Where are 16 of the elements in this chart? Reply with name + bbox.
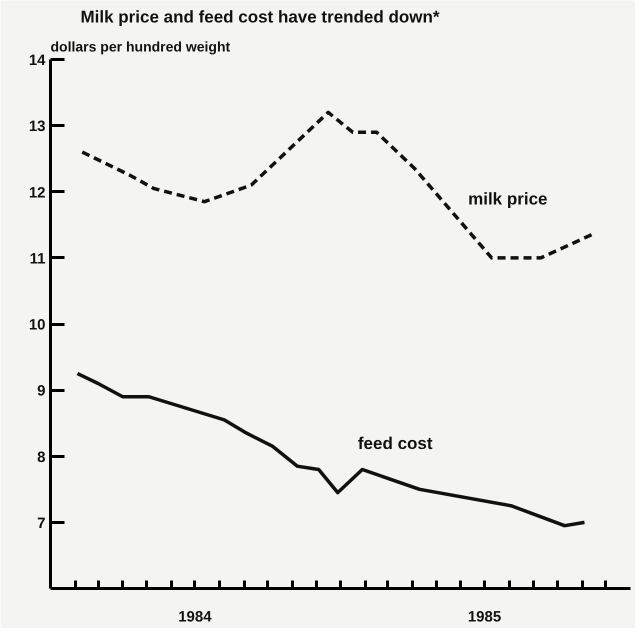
y-tick-label: 13: [28, 118, 46, 136]
series-label: feed cost: [358, 434, 433, 453]
y-tick-label: 11: [30, 250, 46, 268]
line-series: [76, 372, 586, 528]
y-tick-label: 8: [37, 448, 46, 466]
x-tick-label: 1984: [178, 608, 212, 626]
y-tick-label: 14: [28, 52, 46, 69]
x-tick-label: 1985: [468, 608, 502, 626]
y-tick-label: 9: [37, 382, 46, 400]
y-tick-label: 12: [28, 184, 46, 202]
y-tick-label: 10: [28, 316, 46, 334]
y-axis-title: dollars per hundred weight: [50, 38, 231, 54]
line-series: [80, 110, 594, 260]
series-label: milk price: [468, 189, 548, 208]
chart-title: Milk price and feed cost have trended down*: [80, 8, 440, 26]
y-tick-label: 7: [37, 514, 46, 532]
